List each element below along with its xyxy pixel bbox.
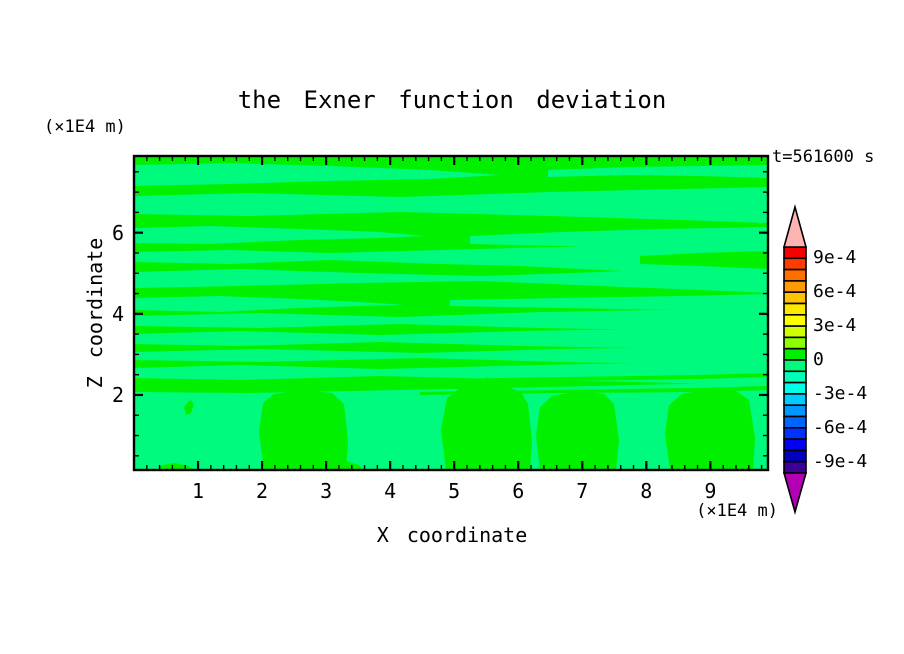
x-tick-label: 2 xyxy=(256,479,269,503)
positive-blob xyxy=(329,461,363,470)
x-tick-label: 6 xyxy=(512,479,525,503)
colorbar-tick-label: 6e-4 xyxy=(813,281,857,303)
positive-blob xyxy=(441,377,532,470)
positive-blob xyxy=(259,390,348,470)
colorbar-segment xyxy=(783,257,807,271)
negative-stripe xyxy=(134,226,425,244)
negative-stripe xyxy=(134,187,768,223)
colorbar-segment xyxy=(783,449,807,463)
colorbar-segment xyxy=(783,460,807,474)
colorbar-tick-label: 9e-4 xyxy=(813,247,857,269)
x-tick-label: 4 xyxy=(384,479,397,503)
colorbar-segment xyxy=(783,325,807,339)
negative-stripe xyxy=(548,165,768,178)
colorbar xyxy=(782,203,808,515)
colorbar-segment xyxy=(783,393,807,406)
colorbar-segment xyxy=(783,313,807,327)
colorbar-segment xyxy=(783,291,807,305)
negative-stripe xyxy=(450,294,768,312)
colorbar-segment xyxy=(783,438,807,452)
negative-stripe xyxy=(134,345,768,367)
colorbar-over-arrow xyxy=(782,203,808,248)
colorbar-segment xyxy=(783,302,807,316)
positive-blob xyxy=(536,391,619,470)
colorbar-tick-label: 3e-4 xyxy=(813,315,857,337)
negative-stripe xyxy=(134,327,768,351)
time-label: t=561600 s xyxy=(772,147,875,167)
colorbar-tick-label: -6e-4 xyxy=(813,416,868,438)
colorbar-segment xyxy=(783,280,807,293)
plot-frame xyxy=(132,154,770,472)
x-tick-label: 7 xyxy=(576,479,589,503)
colorbar-tick-label: -9e-4 xyxy=(813,450,868,472)
colorbar-segment xyxy=(783,336,807,350)
x-tick-label: 3 xyxy=(320,479,333,503)
colorbar-segment xyxy=(783,426,807,440)
x-tick-label: 1 xyxy=(192,479,205,503)
z-tick-label: 2 xyxy=(111,382,124,407)
colorbar-tick-label: 0 xyxy=(813,349,824,370)
colorbar-segment xyxy=(783,246,807,260)
positive-blob xyxy=(665,389,755,470)
colorbar-segment xyxy=(783,359,807,373)
colorbar-segment xyxy=(783,404,807,418)
page-title: the Exner function deviation xyxy=(237,86,667,114)
z-axis-label: Z coordinate xyxy=(83,237,107,389)
axis-ticks xyxy=(134,156,768,470)
negative-stripe xyxy=(134,296,405,312)
negative-stripe xyxy=(134,265,768,293)
colorbar-segment xyxy=(783,370,807,384)
z-tick-label: 6 xyxy=(111,220,124,245)
x-tick-label: 8 xyxy=(640,479,653,503)
positive-streak xyxy=(134,373,768,389)
x-axis-label: X coordinate xyxy=(376,523,528,547)
colorbar-tick-label: -3e-4 xyxy=(813,382,868,404)
positive-streak xyxy=(640,251,768,269)
colorbar-segment xyxy=(783,381,807,395)
contour-field xyxy=(134,156,768,470)
colorbar-segment xyxy=(783,268,807,282)
negative-stripe xyxy=(134,163,500,186)
x-axis-unit-label: (×1E4 m) xyxy=(696,501,778,521)
z-tick-label: 4 xyxy=(111,301,124,326)
colorbar-segment xyxy=(783,347,807,361)
colorbar-segment xyxy=(783,415,807,429)
x-tick-label: 9 xyxy=(704,479,717,503)
colorbar-under-arrow xyxy=(782,472,808,515)
x-tick-label: 5 xyxy=(448,479,461,503)
z-axis-unit-label: (×1E4 m) xyxy=(44,117,126,137)
negative-stripe xyxy=(134,241,768,279)
positive-blob xyxy=(184,400,194,415)
negative-stripe xyxy=(134,309,768,333)
